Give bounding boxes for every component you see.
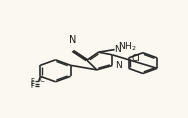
- Text: N: N: [115, 61, 121, 70]
- Text: F: F: [30, 83, 34, 89]
- Text: NH$_2$: NH$_2$: [118, 41, 137, 53]
- Text: N: N: [114, 45, 121, 54]
- Text: Cl: Cl: [131, 54, 140, 63]
- Text: F: F: [30, 78, 34, 84]
- Text: F: F: [30, 81, 34, 87]
- Text: C: C: [39, 78, 44, 84]
- Text: N: N: [69, 35, 77, 45]
